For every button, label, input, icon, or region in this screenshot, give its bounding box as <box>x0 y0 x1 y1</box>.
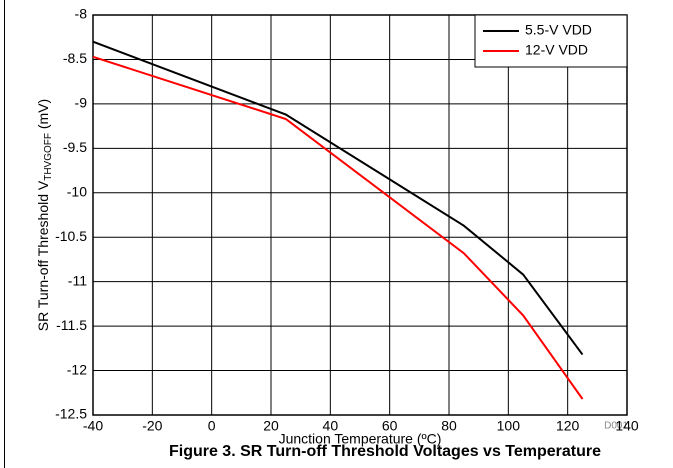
data-line <box>92 55 584 400</box>
y-label-suffix: (mV) <box>35 99 51 133</box>
x-tick-label: 100 <box>497 418 521 434</box>
plot-frame <box>92 14 628 416</box>
y-tick-label: -8.5 <box>63 50 87 66</box>
data-line <box>92 40 584 356</box>
y-axis-label: SR Turn-off Threshold VTHVGOFF (mV) <box>35 99 54 331</box>
y-tick-label: -8 <box>75 6 88 22</box>
x-tick-label: 120 <box>556 418 580 434</box>
y-label-sub: THVGOFF <box>43 133 54 181</box>
x-tick-label: 80 <box>441 418 457 434</box>
annotation: D001 <box>604 421 628 432</box>
x-tick-label: 0 <box>208 418 216 434</box>
y-tick-label: -12.5 <box>55 406 87 422</box>
caption: Figure 3. SR Turn-off Threshold Voltages… <box>169 443 601 460</box>
y-tick-label: -12 <box>67 361 87 377</box>
y-tick-label: -9.5 <box>63 139 87 155</box>
y-label-main: SR Turn-off Threshold V <box>35 180 51 331</box>
x-tick-label: -40 <box>83 418 103 434</box>
x-tick-label: -20 <box>142 418 162 434</box>
x-tick-label: 40 <box>323 418 339 434</box>
x-tick-label: 140 <box>615 418 639 434</box>
y-tick-label: -10 <box>67 183 87 199</box>
y-tick-label: -11 <box>68 272 87 288</box>
x-tick-label: 60 <box>382 418 398 434</box>
y-tick-label: -10.5 <box>55 228 87 244</box>
y-tick-label: -11.5 <box>56 317 87 333</box>
legend-box <box>474 14 628 68</box>
legend-label: 12-V VDD <box>525 42 588 58</box>
x-tick-label: 20 <box>263 418 279 434</box>
y-tick-label: -9 <box>75 95 88 111</box>
legend-label: 5.5-V VDD <box>525 22 592 38</box>
x-axis-label: Junction Temperature (ºC) <box>279 431 442 447</box>
